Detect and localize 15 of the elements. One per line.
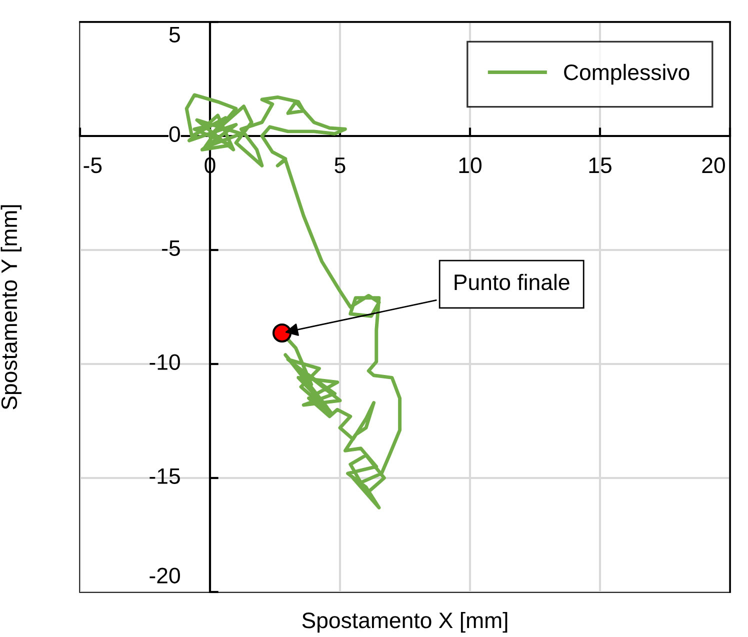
x-tick-label: 10 [459, 157, 482, 174]
y-tick-label: -10 [150, 354, 180, 370]
x-tick-label: 15 [589, 158, 612, 174]
x-tick-label: -5 [84, 158, 102, 174]
y-axis-title: Spostamento Y [mm] [0, 205, 22, 410]
annotation: Punto finale [454, 274, 570, 290]
x-axis-title: Spostamento X [mm] [302, 612, 508, 633]
y-tick-label: -5 [162, 240, 180, 256]
y-tick-label: 5 [169, 26, 180, 42]
y-tick-label: -20 [150, 568, 180, 584]
y-tick-label: -15 [150, 468, 180, 484]
x-tick-label: 20 [702, 157, 725, 174]
legend-label: Complessivo [564, 64, 690, 85]
y-tick-label: 0 [169, 126, 180, 142]
x-tick-label: 5 [334, 158, 346, 174]
